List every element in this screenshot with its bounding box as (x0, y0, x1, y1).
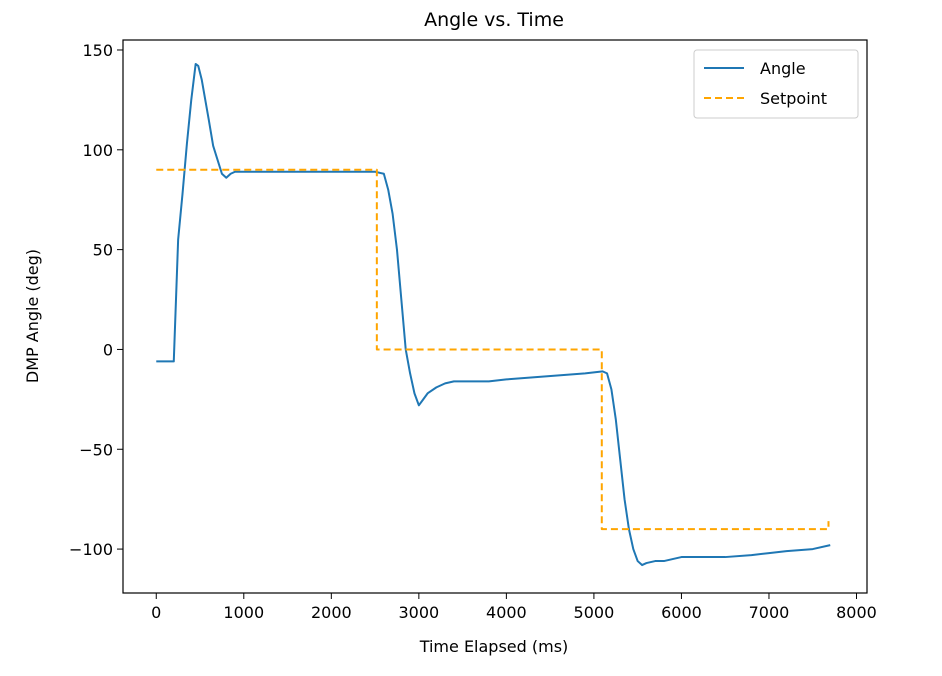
x-tick-label: 7000 (749, 603, 790, 622)
series-line-angle (156, 62, 831, 567)
y-tick-label: 150 (82, 41, 113, 60)
y-tick-label: 0 (103, 340, 113, 359)
y-tick-label: −100 (69, 540, 113, 559)
series-line-setpoint (156, 168, 830, 531)
x-tick-label: 2000 (311, 603, 352, 622)
legend: Angle Setpoint (693, 49, 859, 119)
x-axis: 0 1000 2000 3000 4000 5000 6000 7000 8000 (151, 593, 877, 622)
chart-title: Angle vs. Time (424, 9, 564, 31)
x-axis-label: Time Elapsed (ms) (419, 637, 569, 656)
x-tick-label: 3000 (398, 603, 439, 622)
y-tick-label: 100 (82, 141, 113, 160)
y-axis-label: DMP Angle (deg) (23, 249, 42, 383)
legend-label-angle: Angle (760, 59, 806, 78)
x-tick-label: 0 (151, 603, 161, 622)
y-tick-label: −50 (79, 440, 113, 459)
x-tick-label: 4000 (486, 603, 527, 622)
x-tick-label: 1000 (223, 603, 264, 622)
plot-area-frame (122, 39, 868, 594)
x-tick-label: 6000 (661, 603, 702, 622)
y-axis: −100 −50 0 50 100 150 (69, 41, 123, 559)
plot-lines (156, 62, 831, 567)
x-tick-label: 8000 (836, 603, 877, 622)
y-tick-label: 50 (93, 241, 113, 260)
x-tick-label: 5000 (574, 603, 615, 622)
legend-label-setpoint: Setpoint (760, 89, 827, 108)
